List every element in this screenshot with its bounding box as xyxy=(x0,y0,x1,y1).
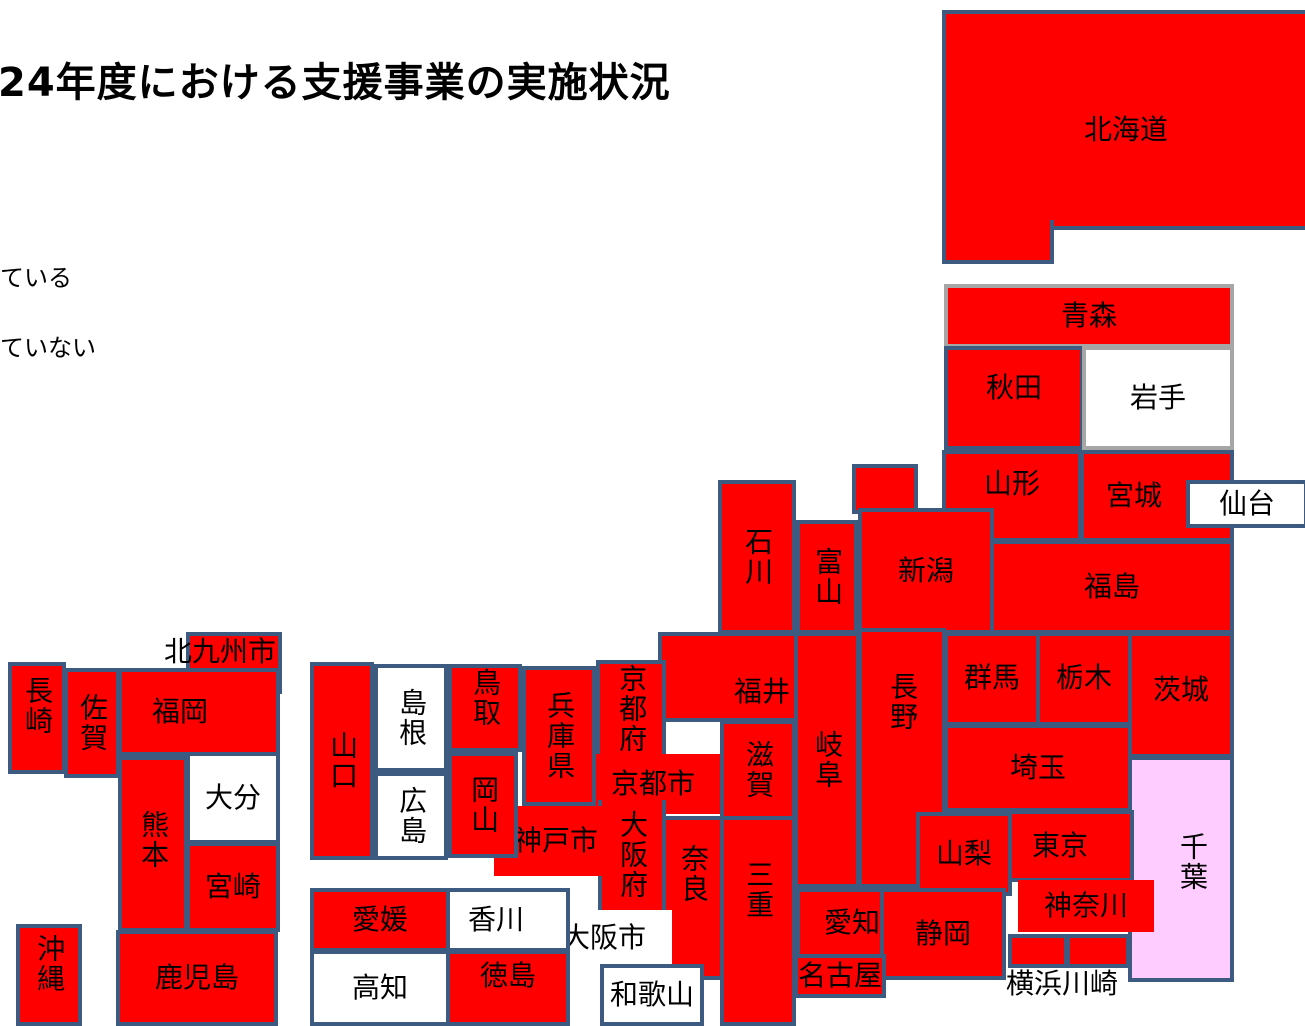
region-tokushima: 徳島 xyxy=(446,950,570,1026)
region-kagawa: 香川 xyxy=(446,888,570,952)
region-label: 北海道 xyxy=(1084,114,1168,146)
region-yamaguchi: 山口 xyxy=(310,662,374,860)
legend-not-implemented: ていない xyxy=(0,328,96,363)
region-gifu: 岐阜 xyxy=(794,632,860,888)
region-okayama: 岡山 xyxy=(448,752,518,858)
region-gunma: 群馬 xyxy=(944,632,1040,726)
region-kanagawa: 神奈川 xyxy=(1018,880,1154,932)
region-sado xyxy=(852,464,918,514)
region-hyogo: 兵庫県 xyxy=(522,666,596,806)
region-nagoya: 名古屋 xyxy=(794,954,886,998)
region-aichi: 愛知 xyxy=(796,888,884,958)
region-chiba: 千葉 xyxy=(1128,756,1234,982)
region-toyama: 富山 xyxy=(796,520,858,634)
region-ishikawa: 石川 xyxy=(718,480,796,634)
region-sendai: 仙台 xyxy=(1186,480,1305,528)
legend-implemented: ている xyxy=(0,258,72,293)
region-kumamoto: 熊本 xyxy=(118,756,188,932)
region-kyoto-fu: 京都府 xyxy=(596,660,666,766)
region-hokkaido-tail xyxy=(942,220,1054,264)
region-wakayama: 和歌山 xyxy=(600,964,704,1026)
region-miyazaki: 宮崎 xyxy=(186,842,280,932)
region-shimane: 島根 xyxy=(374,664,448,772)
region-hokkaido: 北海道 xyxy=(942,10,1305,230)
region-saga: 佐賀 xyxy=(64,668,120,778)
region-okinawa: 沖縄 xyxy=(16,924,82,1026)
region-ehime: 愛媛 xyxy=(310,888,450,952)
region-kagoshima: 鹿児島 xyxy=(116,930,278,1026)
region-yokohama-kawasaki-label: 横浜川崎 xyxy=(1006,962,1118,1002)
region-hiroshima: 広島 xyxy=(374,772,448,860)
region-yamanashi: 山梨 xyxy=(916,812,1012,896)
region-fukushima: 福島 xyxy=(990,540,1234,634)
region-mie: 三重 xyxy=(720,816,796,1026)
region-fukuoka: 福岡 xyxy=(118,668,280,756)
region-kitakyushu-label: 北九州市 xyxy=(164,630,276,670)
region-niigata: 新潟 xyxy=(858,508,994,634)
region-nagasaki: 長崎 xyxy=(8,662,66,774)
region-saitama: 埼玉 xyxy=(944,724,1132,812)
region-iwate: 岩手 xyxy=(1082,346,1234,450)
region-kochi: 高知 xyxy=(310,950,450,1026)
region-akita: 秋田 xyxy=(944,346,1084,450)
region-shiga: 滋賀 xyxy=(720,720,796,820)
region-tokyo: 東京 xyxy=(1008,810,1134,882)
region-shizuoka: 静岡 xyxy=(880,888,1006,980)
region-tottori: 鳥取 xyxy=(448,664,522,752)
region-aomori: 青森 xyxy=(944,284,1234,348)
region-oita: 大分 xyxy=(186,752,280,844)
page-title: 24年度における支援事業の実施状況 xyxy=(0,50,671,108)
region-tochigi: 栃木 xyxy=(1036,632,1132,726)
region-ibaraki: 茨城 xyxy=(1128,632,1234,758)
